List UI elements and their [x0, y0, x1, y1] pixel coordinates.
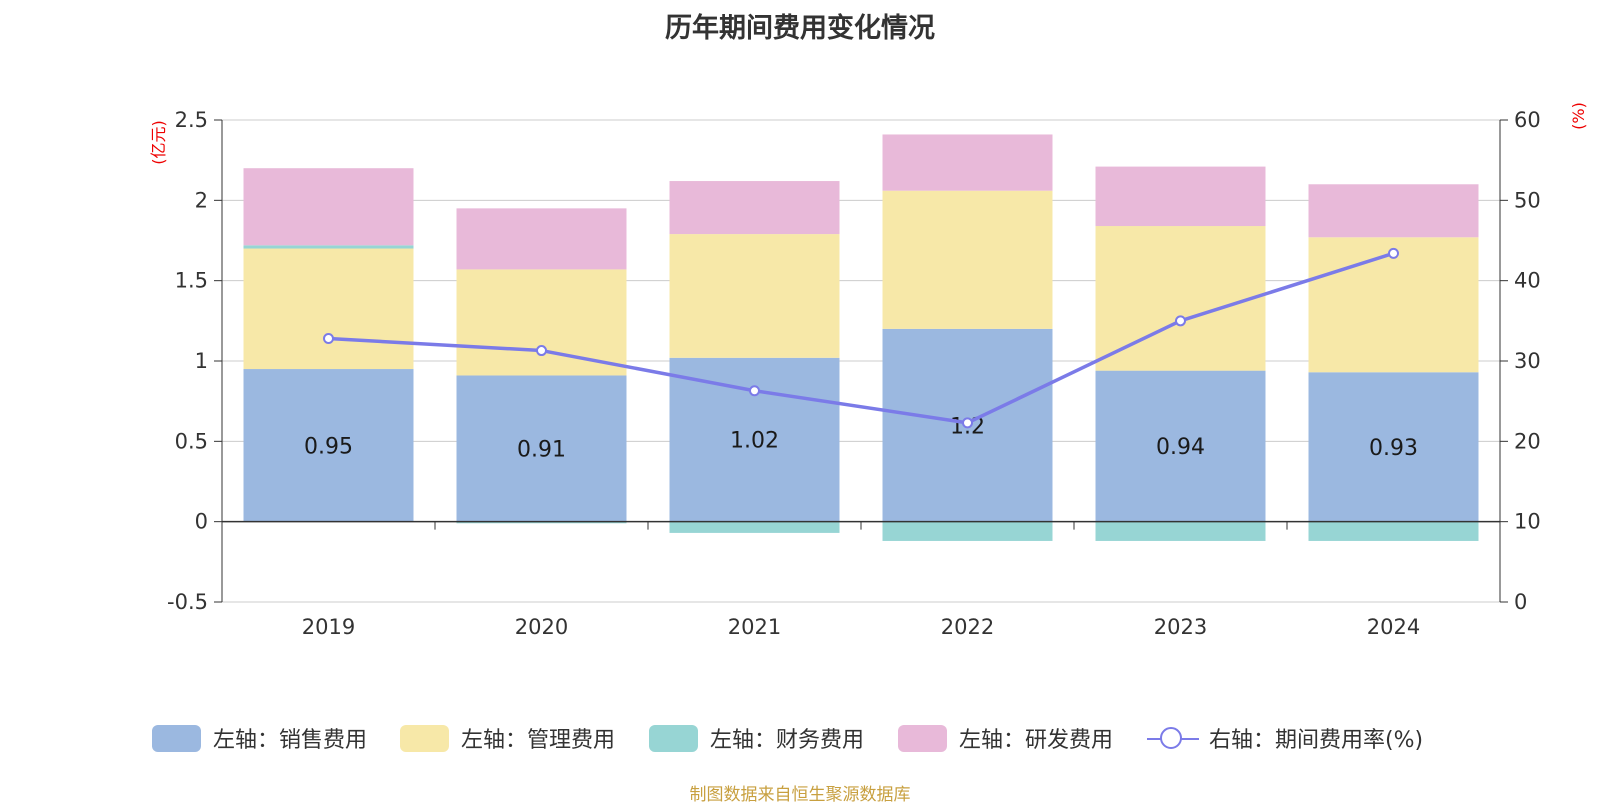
legend-item[interactable]: 左轴：管理费用: [400, 718, 615, 758]
left-axis-tick-label: 0.5: [175, 429, 208, 453]
bar-segment: [456, 208, 627, 270]
left-axis-tick-label: 1: [195, 349, 208, 373]
source-note: 制图数据来自恒生聚源数据库: [689, 785, 911, 805]
bar-segment: [669, 181, 840, 235]
bar-value-label: 0.94: [1156, 435, 1205, 460]
right-axis-tick-label: 30: [1514, 349, 1541, 373]
bar-segment: [243, 248, 414, 370]
right-axis-tick-label: 40: [1514, 269, 1541, 293]
legend[interactable]: 左轴：销售费用 左轴：管理费用 左轴：财务费用 左轴：研发费用 右轴：期间费用率(%): [0, 718, 1600, 758]
left-axis-tick-label: 2.5: [175, 108, 208, 132]
bar-segment: [456, 521, 627, 524]
bar-segment: [669, 234, 840, 358]
right-axis-tick-label: 20: [1514, 429, 1541, 453]
legend-label: 右轴：期间费用率(%): [1209, 728, 1424, 753]
rate-point: [1388, 247, 1399, 259]
right-axis-unit: (%): [1569, 102, 1588, 130]
legend-swatch: [152, 724, 201, 752]
legend-label: 左轴：财务费用: [710, 728, 865, 753]
legend-swatch: [649, 724, 698, 752]
chart-title: 历年期间费用变化情况: [665, 13, 935, 44]
legend-swatch: [400, 724, 449, 752]
bar-segment: [456, 375, 627, 522]
rate-point: [962, 417, 973, 429]
right-axis-tick-label: 50: [1514, 188, 1541, 212]
x-axis-category-label: 2020: [515, 615, 568, 639]
bar-segment: [1308, 184, 1479, 238]
legend-item[interactable]: 左轴：财务费用: [649, 718, 864, 758]
x-axis-category-label: 2024: [1367, 615, 1420, 639]
x-axis-category-label: 2022: [941, 615, 994, 639]
bar-segment: [243, 168, 414, 246]
bar-segment: [243, 245, 414, 249]
right-axis-tick-label: 10: [1514, 510, 1541, 534]
legend-item[interactable]: 左轴：销售费用: [152, 718, 367, 758]
bar-segment: [1095, 521, 1266, 541]
x-axis-category-label: 2023: [1154, 615, 1207, 639]
right-axis-tick-label: 60: [1514, 108, 1541, 132]
bar-segment: [882, 521, 1053, 541]
x-axis-category-label: 2019: [302, 615, 355, 639]
left-axis-tick-label: 1.5: [175, 269, 208, 293]
bar-value-label: 1.02: [730, 429, 779, 454]
bar-segment: [1095, 370, 1266, 522]
bar-segment: [1308, 521, 1479, 541]
bar-segment: [1308, 372, 1479, 522]
legend-swatch: [898, 724, 947, 752]
legend-label: 左轴：销售费用: [213, 728, 368, 753]
left-axis-tick-label: 2: [195, 188, 208, 212]
bar-segment: [669, 521, 840, 533]
bar-value-label: 0.95: [304, 434, 353, 459]
bar-segment: [1308, 237, 1479, 373]
legend-label: 左轴：研发费用: [959, 728, 1114, 753]
rate-point: [323, 333, 334, 345]
legend-label: 左轴：管理费用: [461, 728, 616, 753]
bar-segment: [882, 190, 1053, 329]
x-axis-category-label: 2021: [728, 615, 781, 639]
rate-point: [536, 345, 547, 357]
left-axis-unit: (亿元): [149, 120, 168, 165]
right-axis-tick-label: 0: [1514, 590, 1527, 614]
left-axis-tick-label: 0: [195, 510, 208, 534]
rate-point: [749, 385, 760, 397]
bar-segment: [1095, 166, 1266, 227]
bar-segment: [669, 357, 840, 522]
bar-segment: [882, 134, 1053, 191]
legend-item[interactable]: 左轴：研发费用: [898, 718, 1113, 758]
legend-item[interactable]: 右轴：期间费用率(%): [1147, 718, 1423, 758]
rate-point: [1175, 315, 1186, 327]
legend-line-marker: [1147, 725, 1199, 752]
left-axis-tick-label: -0.5: [167, 590, 208, 614]
bar-segment: [243, 369, 414, 522]
bar-segment: [456, 269, 627, 376]
bar-value-label: 0.93: [1369, 436, 1418, 461]
rate-line: [328, 251, 1395, 425]
bar-value-label: 0.91: [517, 438, 566, 463]
